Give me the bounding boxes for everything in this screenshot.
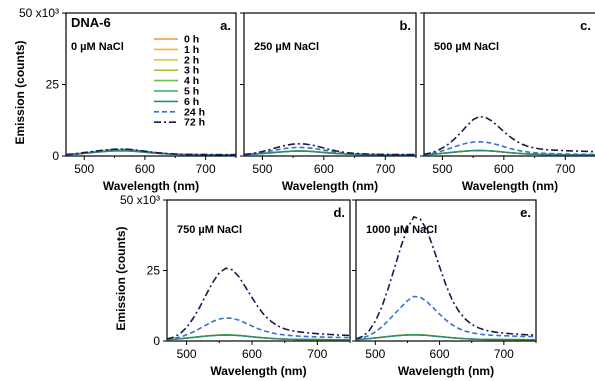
x-tick-label: 700 xyxy=(196,162,216,176)
series-line-72h xyxy=(66,148,236,156)
series-line-24h xyxy=(356,295,536,340)
panel-frame xyxy=(166,199,351,342)
series-line-24h xyxy=(66,148,236,156)
x-tick-label: 700 xyxy=(307,347,327,361)
y-tick-label: 50 x10³ xyxy=(120,193,160,207)
panel-letter: b. xyxy=(399,18,411,33)
x-tick-label: 600 xyxy=(242,347,262,361)
panel-title: 250 µM NaCl xyxy=(254,41,319,53)
series-line-6h xyxy=(356,334,536,341)
series-line-24h xyxy=(424,140,595,156)
legend-entry: 6 h xyxy=(184,96,199,108)
panel-frame xyxy=(423,12,595,157)
y-tick-label: 0 xyxy=(52,149,59,163)
y-tick-label: 25 xyxy=(147,264,161,278)
panel-letter: c. xyxy=(580,18,591,33)
series-group xyxy=(66,148,236,156)
legend-entry: 72 h xyxy=(184,117,205,129)
panel-frame xyxy=(243,12,417,157)
x-tick-label: 700 xyxy=(555,162,575,176)
series-line-24h xyxy=(167,317,350,341)
panel-frame xyxy=(65,12,237,157)
panel-title: 1000 µM NaCl xyxy=(366,224,437,236)
x-tick-label: 600 xyxy=(494,162,514,176)
x-tick-label: 500 xyxy=(74,162,94,176)
legend-entry: 0 h xyxy=(184,34,199,46)
x-axis-label: Wavelength (nm) xyxy=(103,179,199,193)
x-tick-label: 500 xyxy=(365,347,385,361)
legend-entry: 2 h xyxy=(184,54,199,66)
x-tick-label: 700 xyxy=(494,347,514,361)
panel-c: 500 600 700 Wavelength (nm) 500 µM NaCl c. xyxy=(420,12,595,193)
x-tick-label: 500 xyxy=(177,347,197,361)
x-axis-label: Wavelength (nm) xyxy=(282,179,378,193)
panel-letter: d. xyxy=(333,205,345,220)
x-tick-label: 600 xyxy=(135,162,155,176)
x-tick-label: 600 xyxy=(314,162,334,176)
x-tick-label: 500 xyxy=(432,162,452,176)
sample-label: DNA-6 xyxy=(71,15,111,30)
series-line-6h xyxy=(66,150,236,156)
y-tick-label: 25 xyxy=(46,78,60,92)
x-tick-label: 600 xyxy=(430,347,450,361)
x-axis-label: Wavelength (nm) xyxy=(398,364,494,378)
series-group xyxy=(424,115,595,156)
series-line-72h xyxy=(244,142,416,156)
y-axis-label: Emission (counts) xyxy=(114,226,128,330)
series-group xyxy=(244,142,416,156)
series-line-72h xyxy=(356,215,536,340)
series-line-72h xyxy=(424,115,595,155)
legend: 0 h1 h2 h3 h4 h5 h6 h24 h72 h xyxy=(154,34,205,129)
legend-entry: 5 h xyxy=(184,86,199,98)
panel-letter: a. xyxy=(220,18,231,33)
panel-title: 750 µM NaCl xyxy=(177,224,242,236)
legend-entry: 24 h xyxy=(184,106,205,118)
panel-title: 0 µM NaCl xyxy=(71,41,124,53)
y-tick-label: 50 x10³ xyxy=(19,6,59,20)
legend-entry: 3 h xyxy=(184,65,199,77)
panel-letter: e. xyxy=(520,205,531,220)
x-tick-label: 500 xyxy=(252,162,272,176)
panel-d: 500 600 700 0 25 50 x10³ Wavelength (nm) Emissi… xyxy=(114,193,351,378)
y-axis-label: Emission (counts) xyxy=(13,40,27,144)
x-tick-label: 700 xyxy=(375,162,395,176)
series-group xyxy=(356,215,536,341)
panel-title: 500 µM NaCl xyxy=(434,41,499,53)
y-tick-label: 0 xyxy=(153,334,160,348)
panel-b: 500 600 700 Wavelength (nm) 250 µM NaCl b. xyxy=(240,12,417,193)
x-axis-label: Wavelength (nm) xyxy=(462,179,558,193)
x-axis-label: Wavelength (nm) xyxy=(210,364,306,378)
series-group xyxy=(167,267,350,341)
series-line-6h xyxy=(167,334,350,341)
panel-a: 500 600 700 0 25 50 x10³ Wavelength (nm) Emissi… xyxy=(13,6,237,193)
legend-entry: 1 h xyxy=(184,44,199,56)
legend-entry: 4 h xyxy=(184,75,199,87)
